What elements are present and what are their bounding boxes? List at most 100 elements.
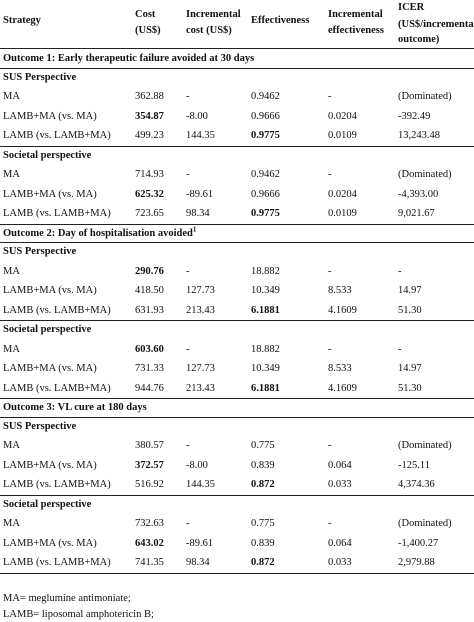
table-row: LAMB+MA (vs. MA) 354.87 -8.00 0.9666 0.0204 -… [0,108,474,125]
header-inc-cost-line2: cost (US$) [186,25,232,36]
strategy-cell: MA [3,343,20,355]
outcome-title: Outcome 2: Day of hospitalisation avoide… [3,225,196,242]
incremental-effectiveness-cell: 0.064 [328,537,352,549]
table-row: LAMB (vs. LAMB+MA) 631.93 213.43 6.1881 4.16… [0,302,474,319]
strategy-cell: LAMB (vs. LAMB+MA) [3,382,111,394]
divider [0,572,474,574]
cost-cell: 354.87 [135,110,164,122]
table-row: MA 732.63 - 0.775 - (Dominated) [0,515,474,532]
effectiveness-cell: 18.882 [251,343,280,355]
incremental-effectiveness-cell: 8.533 [328,285,352,296]
cost-cell: 380.57 [135,440,164,451]
table-row: LAMB+MA (vs. MA) 418.50 127.73 10.349 8.533 1… [0,282,474,299]
divider [0,67,474,69]
strategy-cell: MA [3,518,20,529]
incremental-effectiveness-cell: 0.064 [328,459,352,471]
incremental-cost-cell: -89.61 [186,188,214,200]
footnote-marker: 1 [192,225,197,233]
effectiveness-cell: 0.839 [251,459,275,471]
icer-cell: 9,021.67 [398,208,435,219]
table-row: LAMB+MA (vs. MA) 643.02 -89.61 0.839 0.064 -1… [0,535,474,552]
strategy-cell: MA [3,440,20,451]
outcome-title-text: Outcome 1: Early therapeutic failure avo… [3,53,255,64]
header-inc-cost-line1: Incremental [186,9,241,20]
incremental-cost-cell: 144.35 [186,130,215,141]
table-row: MA 380.57 - 0.775 - (Dominated) [0,437,474,454]
header-cost-line1: Cost [135,9,156,20]
cost-cell: 290.76 [135,265,164,277]
incremental-effectiveness-cell: 4.1609 [328,382,357,394]
icer-cell: (Dominated) [398,440,452,451]
icer-cell: (Dominated) [398,91,452,102]
icer-cell: - [398,265,402,277]
incremental-effectiveness-cell: - [328,91,332,102]
incremental-effectiveness-cell: - [328,440,332,451]
incremental-effectiveness-cell: - [328,343,332,355]
header-icer-line2: (US$/incremental [398,19,474,30]
icer-cell: (Dominated) [398,518,452,529]
effectiveness-cell: 0.775 [251,440,275,451]
effectiveness-cell: 0.839 [251,537,275,549]
strategy-cell: LAMB (vs. LAMB+MA) [3,304,111,316]
outcome-title-text: Outcome 3: VL cure at 180 days [3,402,147,413]
icer-cell: -125.11 [398,459,430,471]
incremental-effectiveness-cell: - [328,518,332,529]
cost-cell: 723.65 [135,208,164,219]
effectiveness-cell: 0.9775 [251,208,280,219]
divider [0,242,474,243]
strategy-cell: LAMB+MA (vs. MA) [3,188,97,200]
icer-cell: 13,243.48 [398,130,440,141]
effectiveness-cell: 0.872 [251,479,275,490]
table-row: MA 362.88 - 0.9462 - (Dominated) [0,88,474,105]
incremental-effectiveness-cell: 0.0204 [328,188,357,200]
incremental-cost-cell: 127.73 [186,363,215,374]
divider [0,494,474,496]
effectiveness-cell: 0.9775 [251,130,280,141]
cost-cell: 625.32 [135,188,164,200]
table-row: MA 714.93 - 0.9462 - (Dominated) [0,166,474,183]
incremental-cost-cell: 144.35 [186,479,215,490]
table-row: MA 290.76 - 18.882 - - [0,263,474,280]
divider [0,320,474,321]
perspective-heading: Societal perspective [3,498,92,510]
icer-cell: 51.30 [398,382,422,394]
icer-cell: -1,400.27 [398,537,439,549]
outcome-title-text: Outcome 2: Day of hospitalisation avoide… [3,227,193,239]
effectiveness-cell: 18.882 [251,265,280,277]
effectiveness-cell: 0.9666 [251,110,280,122]
cost-cell: 499.23 [135,130,164,141]
effectiveness-cell: 0.9462 [251,91,280,102]
cost-cell: 362.88 [135,91,164,102]
strategy-cell: LAMB (vs. LAMB+MA) [3,130,111,141]
strategy-cell: LAMB+MA (vs. MA) [3,363,97,374]
incremental-effectiveness-cell: 0.0109 [328,208,357,219]
cost-cell: 643.02 [135,537,164,549]
strategy-cell: MA [3,91,20,102]
perspective-heading: Societal perspective [3,149,92,161]
cost-cell: 944.76 [135,382,164,394]
table-row: LAMB (vs. LAMB+MA) 723.65 98.34 0.9775 0.010… [0,205,474,222]
cost-cell: 516.92 [135,479,164,490]
incremental-cost-cell: - [186,518,190,529]
strategy-cell: LAMB+MA (vs. MA) [3,110,97,122]
strategy-cell: LAMB (vs. LAMB+MA) [3,208,111,219]
cost-cell: 372.57 [135,459,164,471]
divider [0,416,474,418]
icer-cell: (Dominated) [398,169,452,180]
cost-cell: 603.60 [135,343,164,355]
incremental-cost-cell: -8.00 [186,110,208,122]
incremental-cost-cell: -8.00 [186,459,208,471]
cost-cell: 418.50 [135,285,164,296]
icer-cell: - [398,343,402,355]
incremental-effectiveness-cell: 0.033 [328,479,352,490]
perspective-heading: Societal perspective [3,324,92,335]
header-cost-line2: (US$) [135,25,161,36]
incremental-effectiveness-cell: 4.1609 [328,304,357,316]
cost-cell: 631.93 [135,304,164,316]
incremental-effectiveness-cell: - [328,169,332,180]
perspective-heading: SUS Perspective [3,71,77,83]
cost-cell: 731.33 [135,363,164,374]
icer-cell: 14.97 [398,363,422,374]
header-inc-eff-line1: Incremental [328,9,383,20]
table-row: LAMB+MA (vs. MA) 372.57 -8.00 0.839 0.064 -12… [0,457,474,474]
